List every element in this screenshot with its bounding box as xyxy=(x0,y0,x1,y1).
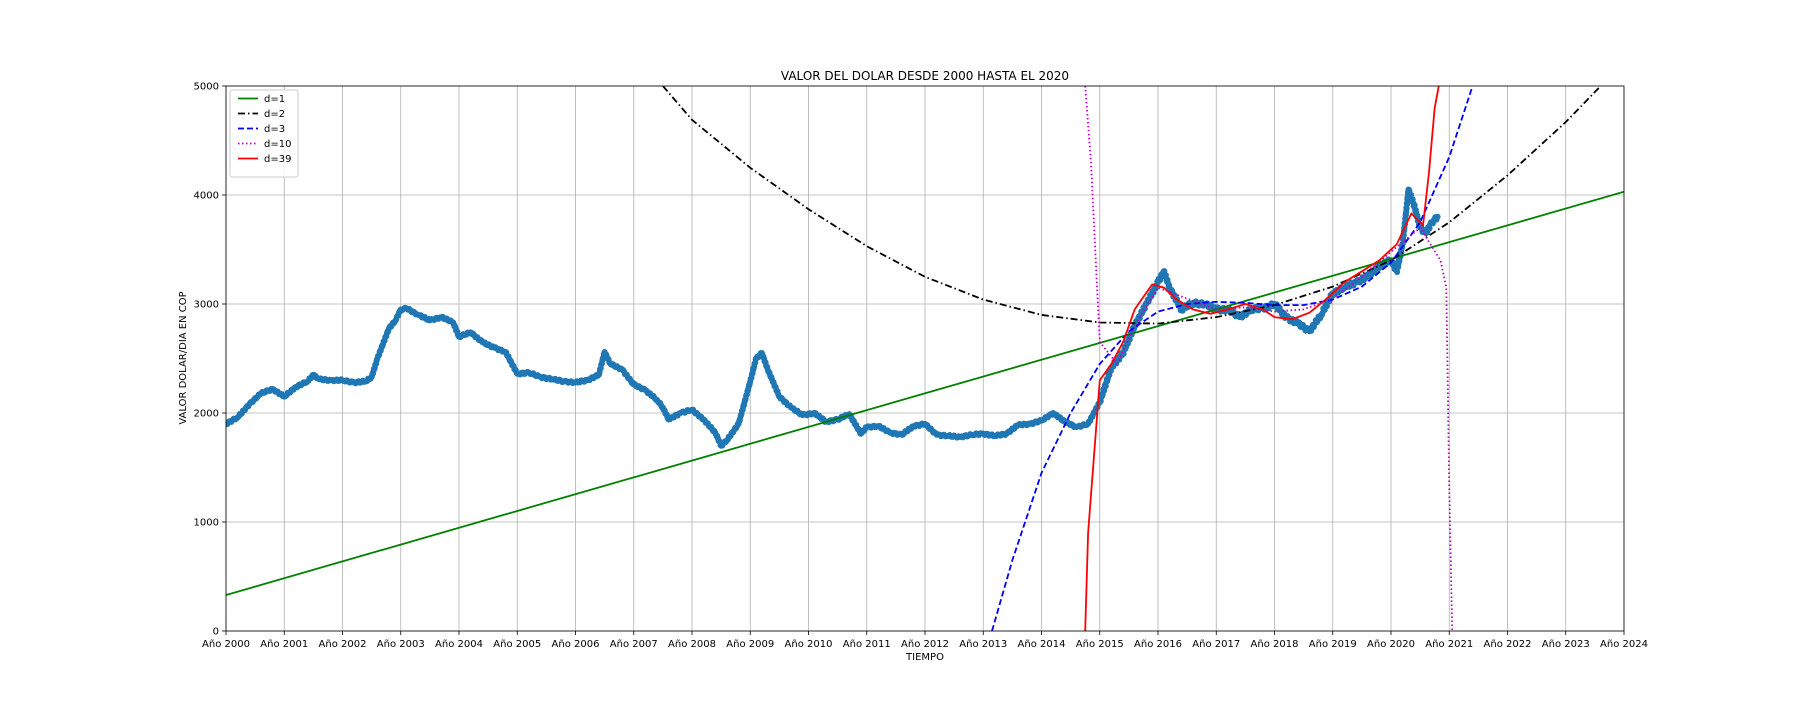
x-tick-label: Año 2008 xyxy=(668,639,716,650)
x-tick-label: Año 2021 xyxy=(1425,639,1473,650)
chart-title: VALOR DEL DOLAR DESDE 2000 HASTA EL 2020 xyxy=(781,69,1069,83)
x-tick-label: Año 2020 xyxy=(1367,639,1415,650)
y-tick-label: 5000 xyxy=(194,82,219,93)
x-tick-label: Año 2009 xyxy=(726,639,774,650)
x-tick-label: Año 2005 xyxy=(493,639,541,650)
y-tick-label: 2000 xyxy=(194,409,219,420)
y-tick-label: 3000 xyxy=(194,300,219,311)
series-line-d1 xyxy=(226,190,1624,596)
legend-label: d=10 xyxy=(264,139,291,150)
y-tick-label: 1000 xyxy=(194,518,219,529)
x-tick-label: Año 2004 xyxy=(435,639,483,650)
observed-point xyxy=(1434,213,1441,220)
series-lines xyxy=(226,86,1624,631)
x-tick-label: Año 2014 xyxy=(1018,639,1066,650)
x-tick-label: Año 2016 xyxy=(1134,639,1182,650)
observed-point xyxy=(1162,272,1169,279)
x-tick-label: Año 2011 xyxy=(843,639,891,650)
observed-point xyxy=(1394,268,1401,275)
legend-box xyxy=(229,89,299,178)
legend-label: d=39 xyxy=(264,154,291,165)
x-tick-label: Año 2002 xyxy=(319,639,367,650)
x-tick-label: Año 2012 xyxy=(901,639,949,650)
legend-label: d=2 xyxy=(264,109,285,120)
x-tick-label: Año 2000 xyxy=(202,639,250,650)
x-axis-label: TIEMPO xyxy=(905,652,944,663)
x-tick-label: Año 2007 xyxy=(610,639,658,650)
x-tick-label: Año 2006 xyxy=(552,639,600,650)
y-axis-ticks: 0 1000 2000 3000 4000 5000 xyxy=(194,82,226,638)
legend-label: d=3 xyxy=(264,124,285,135)
grid-lines xyxy=(225,85,1625,632)
observed-point xyxy=(1411,202,1418,209)
x-tick-label: Año 2015 xyxy=(1076,639,1124,650)
x-tick-label: Año 2001 xyxy=(260,639,308,650)
x-tick-label: Año 2024 xyxy=(1600,639,1648,650)
x-tick-label: Año 2003 xyxy=(377,639,425,650)
y-tick-label: 4000 xyxy=(194,191,219,202)
x-tick-label: Año 2023 xyxy=(1542,639,1590,650)
x-tick-label: Año 2019 xyxy=(1309,639,1357,650)
x-tick-label: Año 2010 xyxy=(785,639,833,650)
x-tick-label: Año 2018 xyxy=(1251,639,1299,650)
x-tick-label: Año 2017 xyxy=(1192,639,1240,650)
series-line-d3 xyxy=(991,86,1474,631)
x-tick-label: Año 2022 xyxy=(1484,639,1532,650)
series-line-d39 xyxy=(1084,86,1440,631)
x-tick-label: Año 2013 xyxy=(959,639,1007,650)
observed-points xyxy=(226,186,1441,449)
y-axis-label: VALOR DOLAR/DIA EN COP xyxy=(178,291,189,424)
legend: d=1 d=2 d=3 d=10 d=39 xyxy=(229,89,299,178)
series-line-d10 xyxy=(1084,86,1454,631)
x-axis-ticks: Año 2000 Año 2001 Año 2002 Año 2003 Año 2004… xyxy=(202,631,1648,650)
observed-point xyxy=(1404,201,1411,208)
series-line-d2 xyxy=(662,86,1602,325)
observed-point xyxy=(1426,225,1433,232)
y-tick-label: 0 xyxy=(213,627,219,638)
legend-label: d=1 xyxy=(264,94,285,105)
